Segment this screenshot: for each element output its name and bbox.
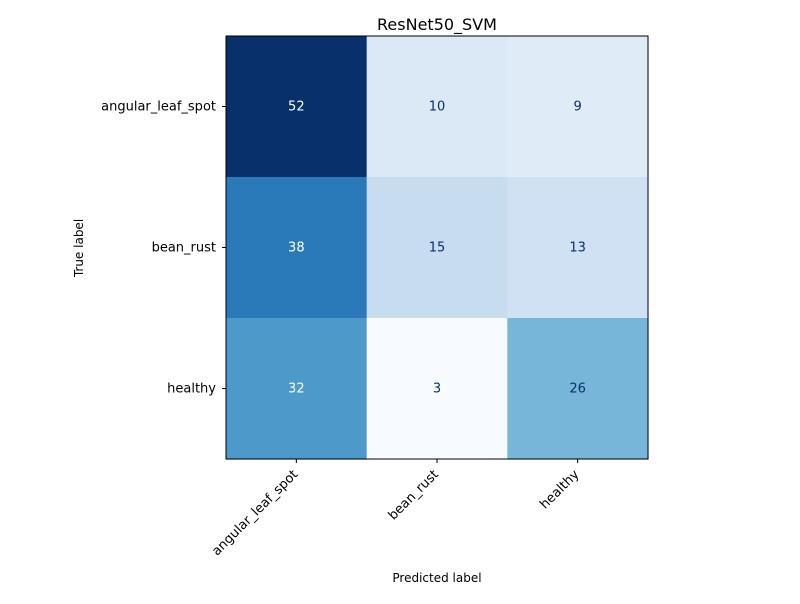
cell-value-1-1: 15 (429, 241, 446, 256)
cell-2-1 (366, 318, 508, 460)
cell-1-2 (507, 177, 649, 319)
cell-2-2 (507, 318, 649, 460)
cell-1-1 (366, 177, 508, 319)
chart-title: ResNet50_SVM (377, 15, 497, 35)
y-tick-label-2: healthy (167, 382, 216, 397)
cell-0-1 (366, 36, 508, 178)
cell-value-0-2: 9 (574, 100, 582, 115)
cell-value-1-2: 13 (569, 241, 586, 256)
cell-0-2 (507, 36, 649, 178)
y-tick-label-0: angular_leaf_spot (101, 100, 216, 115)
x-axis-ticks: angular_leaf_spot bean_rust healthy (209, 459, 583, 559)
heatmap-cells (226, 36, 649, 460)
cell-value-0-1: 10 (429, 100, 446, 115)
cell-2-0 (226, 318, 368, 460)
cell-1-0 (226, 177, 368, 319)
cell-value-0-0: 52 (288, 100, 305, 115)
cell-value-2-0: 32 (288, 382, 305, 397)
y-tick-label-1: bean_rust (152, 241, 216, 256)
cell-value-1-0: 38 (288, 241, 305, 256)
x-tick-label-1: bean_rust (386, 467, 442, 523)
heatmap-value-labels: 52 10 9 38 15 13 32 3 26 (288, 100, 586, 397)
y-axis-label: True label (72, 219, 86, 278)
cell-0-0 (226, 36, 368, 178)
x-tick-label-2: healthy (537, 467, 582, 512)
cell-value-2-2: 26 (569, 382, 586, 397)
x-axis-label: Predicted label (392, 571, 481, 585)
cell-value-2-1: 3 (433, 382, 441, 397)
x-tick-label-0: angular_leaf_spot (209, 467, 301, 559)
